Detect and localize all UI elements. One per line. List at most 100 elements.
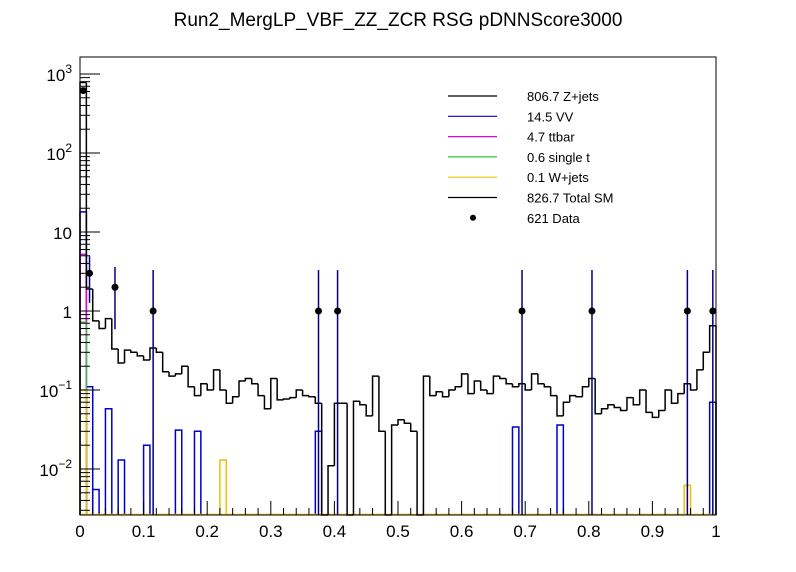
- x-tick-label: 1: [711, 522, 720, 541]
- x-tick-label: 0.3: [259, 522, 283, 541]
- y-tick-label: 10−2: [39, 457, 72, 480]
- total-sm-bin: [250, 378, 259, 385]
- x-tick-label: 0.4: [323, 522, 347, 541]
- total-sm-bin: [670, 390, 678, 404]
- total-sm-bin: [193, 386, 201, 397]
- legend-label: 0.6 single t: [527, 150, 590, 165]
- legend-label: 621 Data: [527, 211, 581, 226]
- total-sm-bin: [187, 366, 195, 388]
- total-sm-bin: [448, 389, 456, 397]
- data-point: [111, 283, 119, 291]
- legend-label: 14.5 VV: [527, 109, 574, 124]
- total-sm-bin: [683, 382, 691, 394]
- total-sm-bin: [142, 355, 150, 361]
- legend-label: 826.7 Total SM: [527, 191, 613, 206]
- total-sm-bin: [530, 373, 538, 390]
- bin-vv: [117, 459, 126, 515]
- total-sm-bin: [543, 383, 551, 388]
- total-sm-bin: [295, 389, 303, 398]
- total-sm-bin: [626, 396, 634, 411]
- legend-label: 4.7 ttbar: [527, 130, 575, 145]
- x-tick-label: 0.1: [132, 522, 156, 541]
- total-sm-bin: [689, 383, 697, 391]
- bin-w-jets: [79, 389, 88, 515]
- total-sm-bin: [492, 375, 500, 394]
- total-sm-bin: [575, 395, 583, 398]
- total-sm-bin: [384, 431, 392, 516]
- total-sm-bin: [79, 81, 87, 515]
- total-sm-bin: [486, 390, 494, 395]
- x-tick-label: 0.9: [641, 522, 665, 541]
- total-sm-bin: [441, 391, 449, 398]
- total-sm-bin: [549, 386, 557, 397]
- total-sm-bin: [562, 401, 570, 416]
- total-sm-bin: [511, 383, 519, 388]
- legend-marker: [470, 214, 476, 221]
- total-sm-bin: [607, 404, 615, 409]
- total-sm-bin: [524, 383, 532, 391]
- total-sm-bin: [98, 320, 106, 330]
- data-point: [79, 87, 87, 95]
- total-sm-bin: [677, 392, 685, 404]
- bin-vv: [174, 429, 183, 515]
- total-sm-bin: [664, 389, 672, 411]
- total-sm-bin: [429, 376, 437, 397]
- data-point: [709, 307, 717, 315]
- total-sm-bin: [416, 431, 424, 516]
- total-sm-bin: [696, 369, 704, 390]
- total-sm-bin: [708, 325, 716, 353]
- total-sm-bin: [111, 318, 119, 350]
- total-sm-bin: [435, 391, 443, 396]
- total-sm-bin: [632, 397, 640, 406]
- total-sm-bin: [600, 407, 608, 414]
- total-sm-bin: [212, 369, 220, 390]
- bin-vv: [104, 407, 113, 515]
- total-sm-bin: [638, 389, 647, 405]
- background-series: [79, 211, 717, 516]
- total-sm-bin: [346, 403, 354, 516]
- total-sm-bin: [231, 396, 239, 404]
- total-sm-bin: [479, 380, 488, 391]
- total-sm-bin: [136, 352, 144, 357]
- x-tick-label: 0.2: [195, 522, 219, 541]
- chart-title: Run2_MergLP_VBF_ZZ_ZCR RSG pDNNScore3000: [173, 10, 623, 31]
- total-sm-bin: [594, 378, 602, 415]
- total-sm-bin: [378, 376, 386, 433]
- total-sm-bin: [359, 401, 367, 406]
- total-sm-bin: [422, 375, 430, 515]
- total-sm-bin: [161, 352, 170, 373]
- total-sm-bin: [244, 377, 252, 381]
- total-sm-bin: [658, 409, 666, 418]
- total-sm-bin: [352, 400, 360, 515]
- data-point: [518, 307, 526, 315]
- data-point: [334, 307, 342, 315]
- total-sm-bin: [518, 382, 526, 387]
- total-sm-bin: [467, 373, 475, 395]
- y-tick-label: 1: [63, 303, 72, 322]
- x-tick-label: 0.8: [577, 522, 601, 541]
- bin-vv: [511, 426, 520, 515]
- total-sm-bin: [301, 390, 309, 397]
- total-sm-bin: [219, 369, 227, 391]
- total-sm-bin: [403, 419, 411, 424]
- total-sm-bin: [613, 404, 621, 409]
- total-sm-bin: [314, 396, 322, 404]
- total-sm-bin: [257, 383, 265, 397]
- data-point: [683, 307, 691, 315]
- total-sm-bin: [104, 317, 112, 329]
- total-sm-bin: [91, 288, 100, 322]
- total-sm-bin: [460, 373, 468, 387]
- x-tick-label: 0: [75, 522, 84, 541]
- total-sm-bin: [206, 383, 214, 391]
- data-point: [315, 307, 322, 315]
- total-sm-bin: [117, 349, 125, 364]
- x-tick-label: 0.5: [386, 522, 410, 541]
- total-sm-bin: [327, 464, 335, 515]
- y-tick-label: 10−1: [39, 378, 72, 401]
- total-sm-bin: [238, 380, 246, 397]
- total-sm-bin: [619, 407, 627, 412]
- legend: 806.7 Z+jets 14.5 VV 4.7 ttbar 0.6 single t…: [448, 89, 613, 226]
- legend-label: 0.1 W+jets: [527, 170, 589, 185]
- total-sm-bin: [702, 351, 710, 370]
- total-sm-bin: [123, 349, 131, 363]
